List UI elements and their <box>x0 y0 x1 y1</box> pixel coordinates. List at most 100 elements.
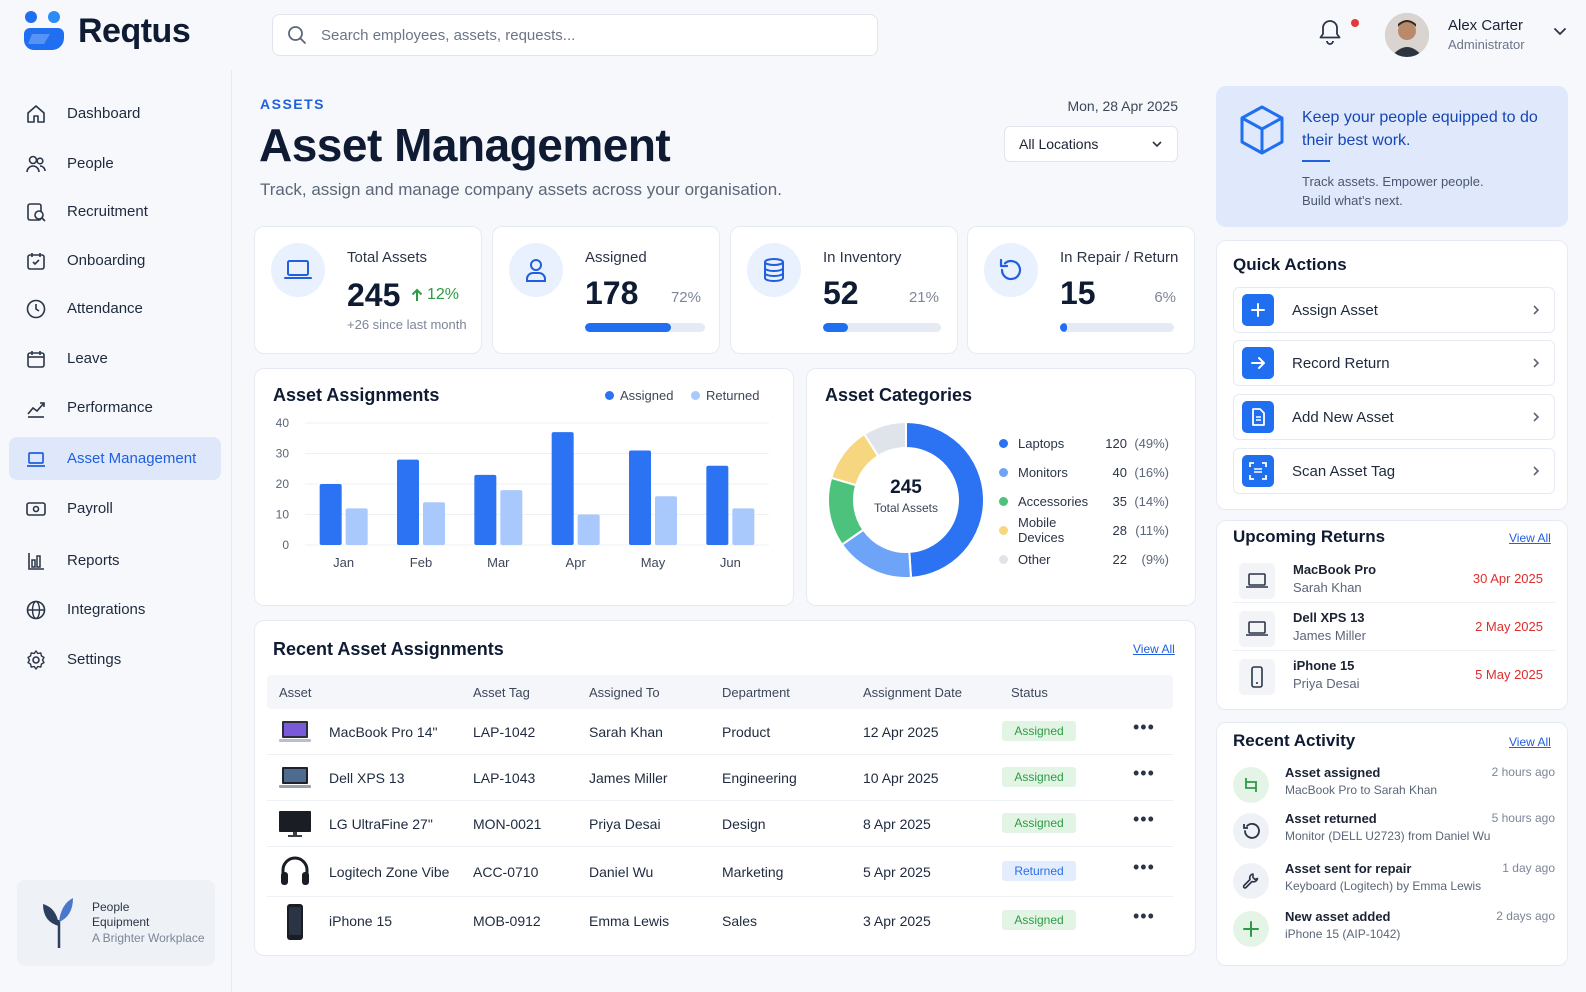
sidebar-item-label: Attendance <box>67 300 143 317</box>
column-header[interactable]: Asset Tag <box>473 685 530 700</box>
cell-assigned-to: Priya Desai <box>589 816 661 832</box>
bar-assigned-jan[interactable] <box>319 484 342 545</box>
avatar[interactable] <box>1385 13 1429 57</box>
column-header[interactable]: Department <box>722 685 790 700</box>
activity-item[interactable]: New asset added iPhone 15 (AIP-1042) 2 d… <box>1233 907 1555 955</box>
return-icon <box>1233 813 1269 849</box>
cell-tag: MON-0021 <box>473 816 542 832</box>
row-more-button[interactable]: ••• <box>1133 809 1155 829</box>
wrench-icon <box>1233 863 1269 899</box>
activity-description: iPhone 15 (AIP-1042) <box>1285 927 1401 941</box>
global-search[interactable] <box>272 14 878 56</box>
y-tick-label: 10 <box>276 508 290 522</box>
bar-returned-mar[interactable] <box>500 490 523 545</box>
sidebar-item-dashboard[interactable]: Dashboard <box>9 92 221 135</box>
cell-department: Engineering <box>722 770 797 786</box>
phone-icon <box>1239 659 1275 695</box>
bell-icon <box>1319 20 1341 45</box>
legend-percent: (14%) <box>1134 493 1169 509</box>
table-row[interactable]: Dell XPS 13 LAP-1043 James Miller Engine… <box>267 755 1173 801</box>
sidebar-item-settings[interactable]: Settings <box>9 638 221 681</box>
sidebar-item-performance[interactable]: Performance <box>9 386 221 429</box>
stat-card-in-repair[interactable]: In Repair / Return 15 6% <box>967 226 1195 354</box>
promo-body: Track assets. Empower people. Build what… <box>1302 172 1484 210</box>
row-more-button[interactable]: ••• <box>1133 906 1155 926</box>
recent-activity-card: Recent Activity View All Asset assigned … <box>1216 722 1568 966</box>
bar-assigned-jun[interactable] <box>706 465 729 545</box>
column-header[interactable]: Assigned To <box>589 685 660 700</box>
return-item[interactable]: Dell XPS 13 James Miller 2 May 2025 <box>1233 603 1555 651</box>
scan-asset-tag-button[interactable]: Scan Asset Tag <box>1233 448 1555 494</box>
sidebar-item-onboarding[interactable]: Onboarding <box>9 239 221 282</box>
bar-assigned-mar[interactable] <box>474 474 497 545</box>
location-select[interactable]: All Locations <box>1004 126 1178 162</box>
row-more-button[interactable]: ••• <box>1133 717 1155 737</box>
row-more-button[interactable]: ••• <box>1133 763 1155 783</box>
table-row[interactable]: Logitech Zone Vibe ACC-0710 Daniel Wu Ma… <box>267 847 1173 897</box>
bar-returned-jan[interactable] <box>345 508 368 545</box>
table-row[interactable]: MacBook Pro 14" LAP-1042 Sarah Khan Prod… <box>267 709 1173 755</box>
stat-value: 178 <box>585 275 639 311</box>
view-all-link[interactable]: View All <box>1509 531 1551 545</box>
slice-laptops[interactable] <box>905 420 985 579</box>
bar-returned-jun[interactable] <box>732 508 755 545</box>
sidebar-item-attendance[interactable]: Attendance <box>9 287 221 330</box>
bar-assigned-may[interactable] <box>629 450 651 545</box>
legend-dot <box>999 496 1008 506</box>
cell-department: Design <box>722 816 766 832</box>
logo-icon <box>24 11 64 50</box>
table-row[interactable]: iPhone 15 MOB-0912 Emma Lewis Sales 3 Ap… <box>267 897 1173 945</box>
table-row[interactable]: LG UltraFine 27" MON-0021 Priya Desai De… <box>267 801 1173 847</box>
sidebar-item-payroll[interactable]: Payroll <box>9 487 221 530</box>
notifications-button[interactable] <box>1318 18 1342 46</box>
chevron-right-icon <box>1533 358 1540 368</box>
user-name[interactable]: Alex Carter <box>1448 17 1524 34</box>
stat-percent: 72% <box>670 289 701 306</box>
stat-progress-bar <box>1060 323 1174 332</box>
stat-card-in-inventory[interactable]: In Inventory 52 21% <box>730 226 958 354</box>
sidebar-item-integrations[interactable]: Integrations <box>9 588 221 631</box>
return-asset-name: Dell XPS 13 <box>1293 610 1365 625</box>
user-menu-toggle[interactable] <box>1553 27 1567 37</box>
bar-returned-may[interactable] <box>655 496 677 545</box>
stat-icon <box>509 243 563 297</box>
view-all-link[interactable]: View All <box>1509 735 1551 749</box>
column-header[interactable]: Assignment Date <box>863 685 962 700</box>
activity-item[interactable]: Asset returned Monitor (DELL U2723) from… <box>1233 809 1555 857</box>
laptop-icon <box>284 260 312 279</box>
bar-returned-apr[interactable] <box>577 514 600 546</box>
page-eyebrow: ASSETS <box>260 96 326 112</box>
stat-card-assigned[interactable]: Assigned 178 72% <box>492 226 720 354</box>
app-logo[interactable]: Reqtus <box>18 8 191 54</box>
bar-returned-feb[interactable] <box>423 502 445 545</box>
sidebar-item-reports[interactable]: Reports <box>9 539 221 582</box>
record-return-button[interactable]: Record Return <box>1233 340 1555 386</box>
column-header[interactable]: Asset <box>279 685 312 700</box>
assign-asset-button[interactable]: Assign Asset <box>1233 287 1555 333</box>
sidebar-item-leave[interactable]: Leave <box>9 337 221 380</box>
slice-other[interactable] <box>862 420 907 458</box>
activity-item[interactable]: Asset sent for repair Keyboard (Logitech… <box>1233 859 1555 907</box>
row-more-button[interactable]: ••• <box>1133 857 1155 877</box>
y-tick-label: 0 <box>282 538 289 552</box>
activity-item[interactable]: Asset assigned MacBook Pro to Sarah Khan… <box>1233 763 1555 811</box>
return-item[interactable]: iPhone 15 Priya Desai 5 May 2025 <box>1233 651 1555 699</box>
stat-card-total-assets[interactable]: Total Assets 245 12% +26 since last mont… <box>254 226 482 354</box>
sidebar-item-asset-management[interactable]: Asset Management <box>9 437 221 480</box>
legend-label: Mobile Devices <box>1018 515 1065 545</box>
cell-assigned-to: Sarah Khan <box>589 724 663 740</box>
return-item[interactable]: MacBook Pro Sarah Khan 30 Apr 2025 <box>1233 555 1555 603</box>
add-new-asset-button[interactable]: Add New Asset <box>1233 394 1555 440</box>
stat-change: 12% <box>411 286 459 304</box>
view-all-link[interactable]: View All <box>1133 642 1175 656</box>
bar-assigned-feb[interactable] <box>397 459 419 545</box>
stat-icon <box>747 243 801 297</box>
sidebar-item-label: Settings <box>67 651 122 668</box>
bar-assigned-apr[interactable] <box>551 432 574 545</box>
sidebar-item-people[interactable]: People <box>9 142 221 185</box>
chevron-right-icon <box>1533 305 1540 315</box>
column-header[interactable]: Status <box>1011 685 1048 700</box>
sidebar-item-recruitment[interactable]: Recruitment <box>9 190 221 233</box>
search-input[interactable] <box>321 26 841 44</box>
donut-center-label: Total Assets <box>873 501 939 515</box>
